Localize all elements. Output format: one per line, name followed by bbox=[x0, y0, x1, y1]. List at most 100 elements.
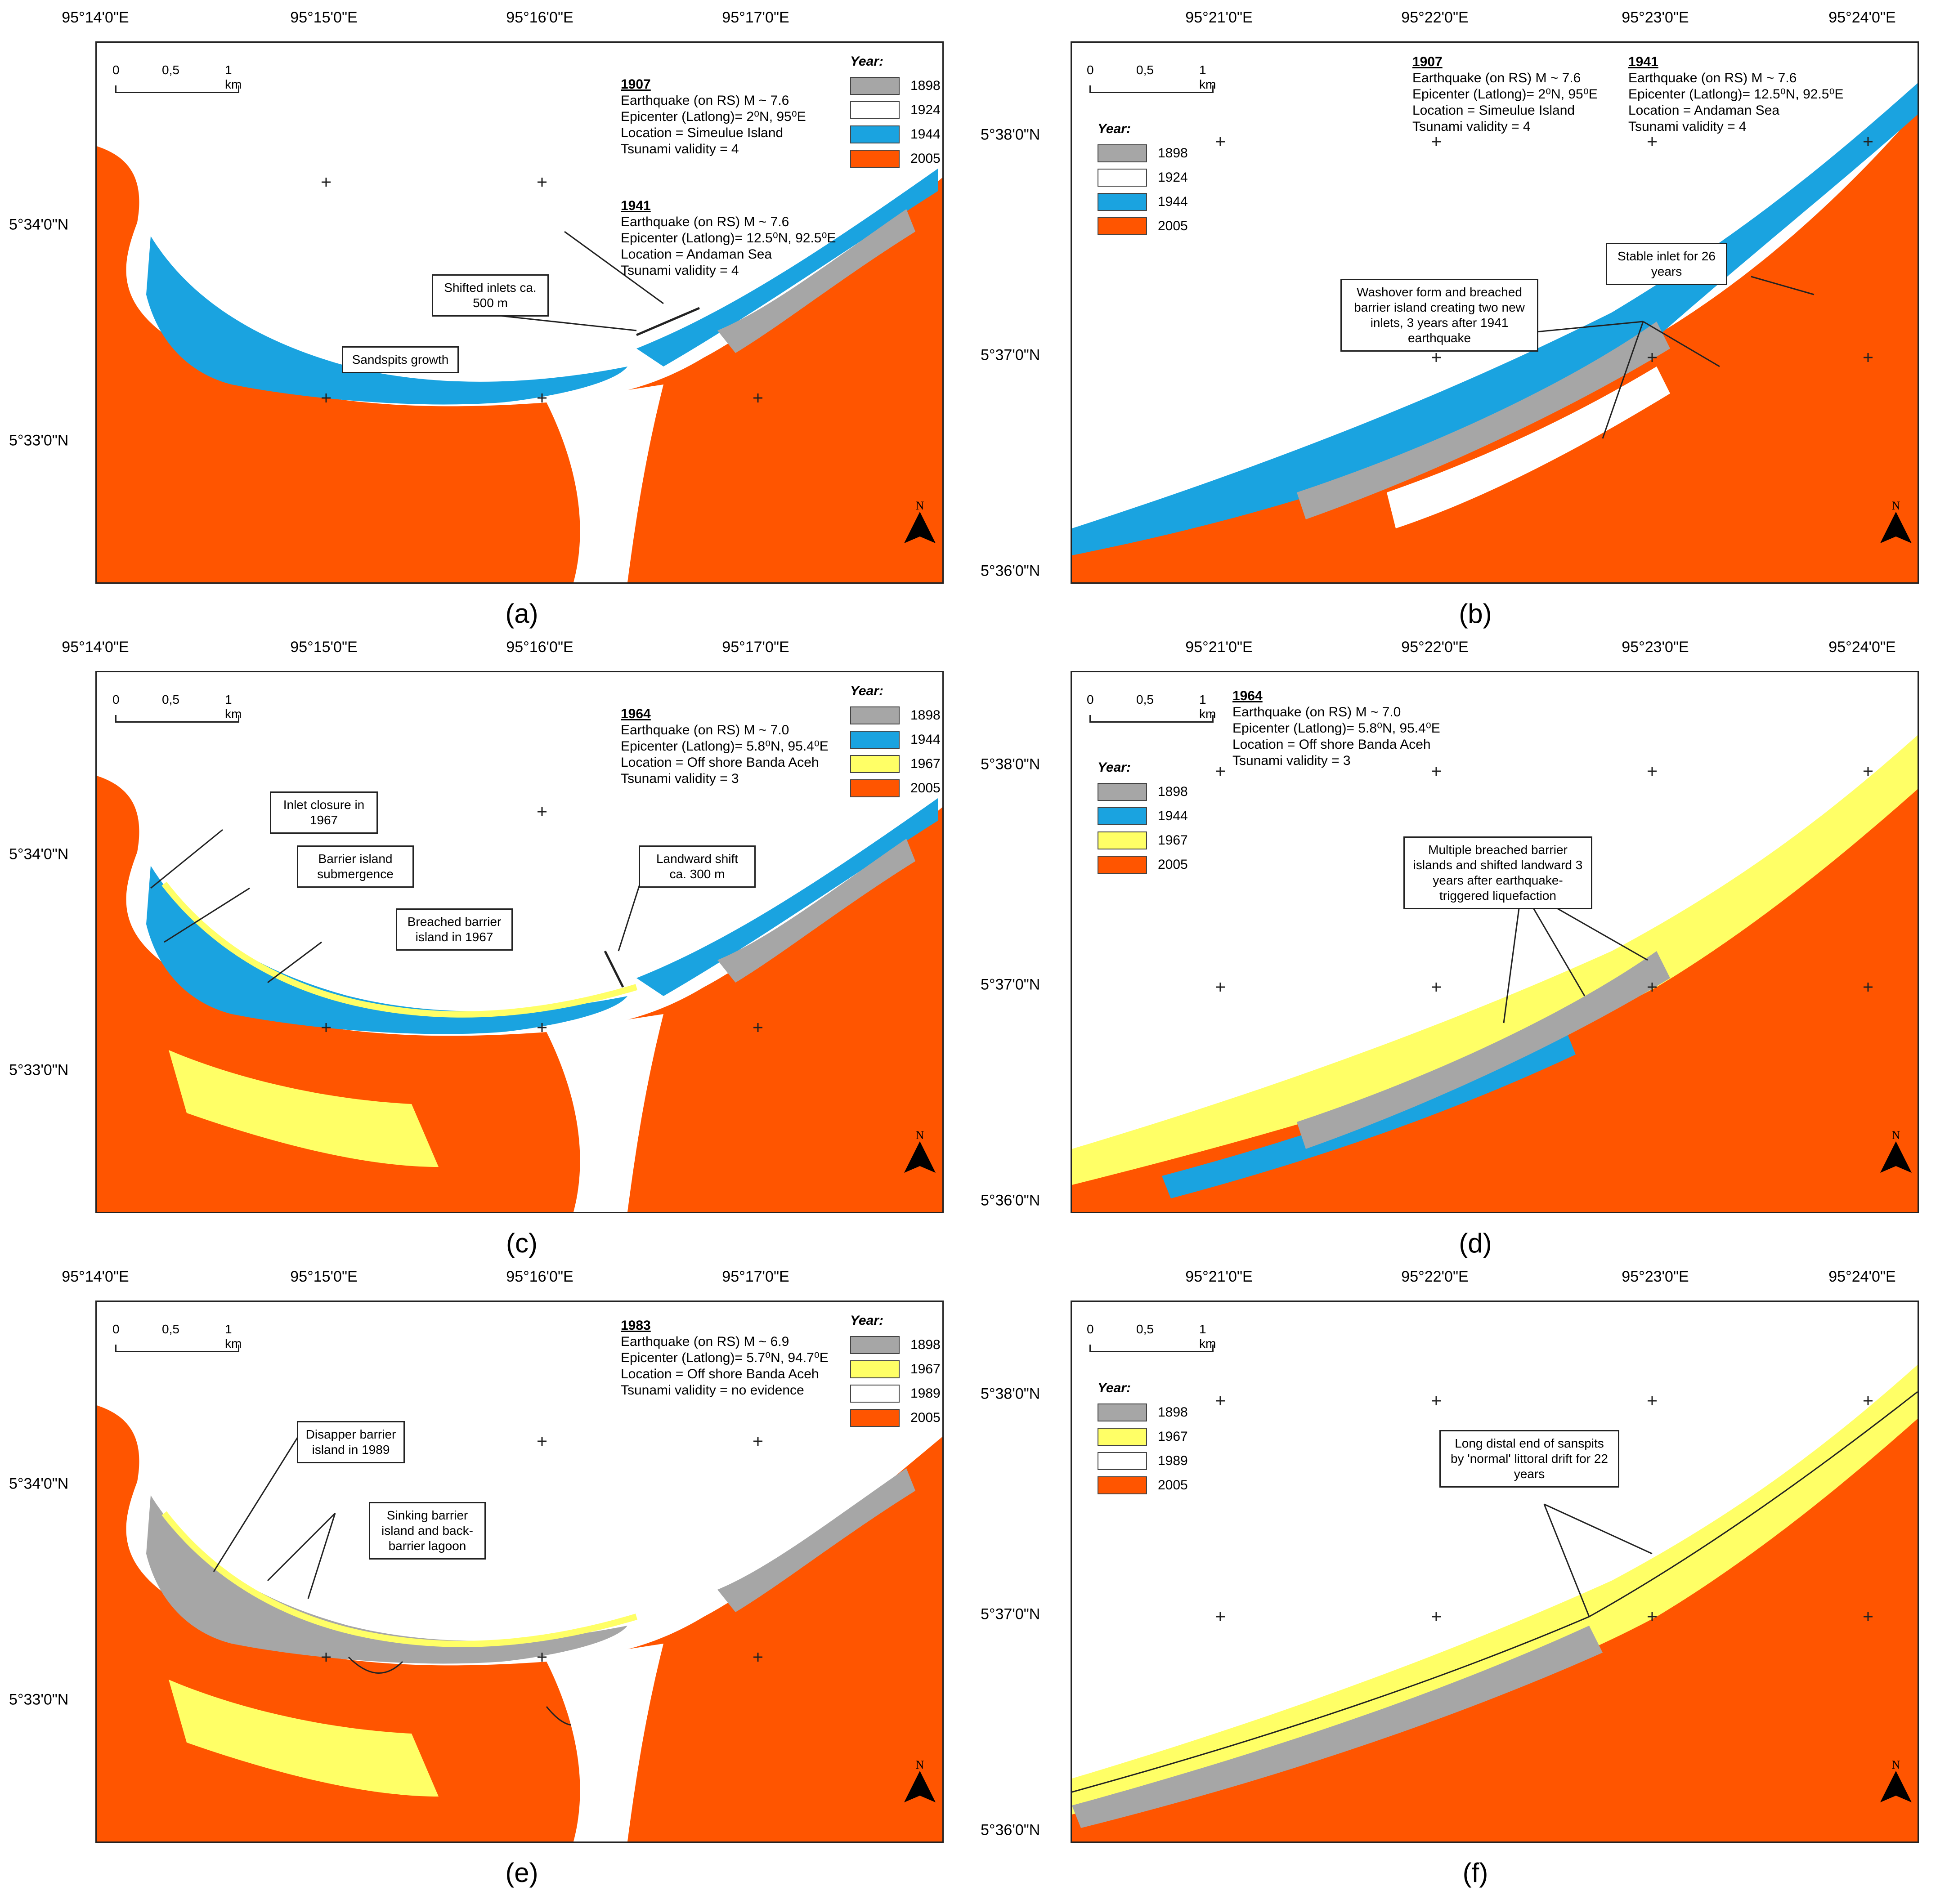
legend-item: 1924 bbox=[850, 98, 941, 122]
quake-year: 1964 bbox=[1232, 688, 1263, 703]
zone-1898 bbox=[717, 839, 915, 983]
quake-line: Earthquake (on RS) M ~ 7.6 bbox=[621, 93, 789, 108]
quake-line: Earthquake (on RS) M ~ 7.0 bbox=[621, 723, 789, 737]
legend-item: 1989 bbox=[850, 1381, 941, 1406]
zone-1898 bbox=[1297, 951, 1670, 1149]
map-graphic bbox=[1072, 735, 1918, 1212]
map-frame bbox=[1071, 671, 1919, 1213]
legend-item: 2005 bbox=[1098, 214, 1188, 238]
quake-info: 1964 Earthquake (on RS) M ~ 7.0 Epicente… bbox=[1232, 688, 1440, 769]
quake-line: Epicenter (Latlong)= 5.7⁰N, 94.7⁰E bbox=[621, 1350, 829, 1365]
legend-title: Year: bbox=[1098, 121, 1131, 136]
quake-line: Earthquake (on RS) M ~ 7.6 bbox=[1628, 71, 1797, 85]
quake-info: 1941 Earthquake (on RS) M ~ 7.6 Epicente… bbox=[1628, 54, 1844, 135]
quake-line: Earthquake (on RS) M ~ 6.9 bbox=[621, 1334, 789, 1349]
y-tick-label: 5°37'0"N bbox=[981, 1605, 1040, 1623]
panel-e: 95°14'0"E 95°15'0"E 95°16'0"E 95°17'0"E … bbox=[9, 1268, 945, 1898]
x-tick-label: 95°24'0"E bbox=[1828, 639, 1896, 656]
map-frame bbox=[95, 41, 944, 584]
panel-caption: (d) bbox=[1459, 1228, 1492, 1258]
quake-line: Tsunami validity = 4 bbox=[1628, 119, 1747, 134]
zone-1944-b bbox=[636, 169, 938, 366]
scale-zero: 0 bbox=[112, 1322, 120, 1336]
x-tick-label: 95°16'0"E bbox=[506, 1268, 574, 1285]
graticule-crosses bbox=[1216, 137, 1873, 362]
zone-1967 bbox=[1072, 735, 1918, 1185]
quake-year: 1941 bbox=[621, 198, 651, 213]
x-tick-label: 95°24'0"E bbox=[1828, 1268, 1896, 1285]
legend-item: 2005 bbox=[1098, 853, 1188, 877]
legend: Year: 1898 1967 1989 2005 bbox=[850, 1313, 941, 1430]
legend-title: Year: bbox=[850, 1313, 883, 1328]
north-arrow: N bbox=[1880, 499, 1912, 544]
scale-line bbox=[115, 85, 239, 93]
legend-item: 1898 bbox=[1098, 141, 1188, 165]
quake-line: Epicenter (Latlong)= 2⁰N, 95⁰E bbox=[1412, 87, 1598, 102]
quake-line: Tsunami validity = 3 bbox=[621, 771, 739, 786]
landward-shift-arrow bbox=[604, 950, 624, 988]
x-tick-label: 95°15'0"E bbox=[290, 639, 358, 656]
annotation-box: Stable inlet for 26 years bbox=[1606, 243, 1727, 285]
legend-item: 1898 bbox=[850, 74, 941, 98]
annotation-box: Sandspits growth bbox=[342, 346, 459, 373]
scale-zero: 0 bbox=[112, 63, 120, 77]
annotation-box: Inlet closure in 1967 bbox=[270, 791, 378, 834]
land-2005 bbox=[97, 146, 942, 582]
legend: Year: 1898 1924 1944 2005 bbox=[1098, 121, 1188, 238]
quake-year: 1983 bbox=[621, 1318, 651, 1333]
map-graphic bbox=[1072, 83, 1918, 582]
x-tick-label: 95°15'0"E bbox=[290, 1268, 358, 1285]
legend-item: 1898 bbox=[850, 1333, 941, 1357]
panel-caption: (b) bbox=[1459, 599, 1492, 629]
map-graphic bbox=[97, 146, 942, 582]
lagoon bbox=[1387, 366, 1670, 528]
scale-one: 1 km bbox=[225, 1322, 242, 1350]
legend-item: 1944 bbox=[850, 122, 941, 147]
y-tick-label: 5°36'0"N bbox=[981, 1821, 1040, 1839]
x-tick-label: 95°16'0"E bbox=[506, 9, 574, 26]
y-tick-label: 5°37'0"N bbox=[981, 346, 1040, 364]
x-tick-label: 95°24'0"E bbox=[1828, 9, 1896, 26]
y-tick-label: 5°34'0"N bbox=[9, 845, 69, 863]
legend-item: 1898 bbox=[1098, 780, 1188, 804]
y-tick-label: 5°38'0"N bbox=[981, 755, 1040, 773]
scale-half: 0,5 bbox=[1136, 693, 1154, 706]
y-tick-label: 5°37'0"N bbox=[981, 976, 1040, 993]
scale-zero: 0 bbox=[1087, 63, 1094, 77]
quake-line: Earthquake (on RS) M ~ 7.6 bbox=[1412, 71, 1581, 85]
quake-line: Tsunami validity = no evidence bbox=[621, 1383, 804, 1398]
x-tick-label: 95°14'0"E bbox=[62, 1268, 129, 1285]
legend-item: 1989 bbox=[1098, 1449, 1188, 1473]
outline-1989 bbox=[1072, 1391, 1918, 1793]
x-tick-label: 95°23'0"E bbox=[1622, 9, 1689, 26]
zone-1898 bbox=[717, 209, 915, 353]
legend: Year: 1898 1924 1944 2005 bbox=[850, 54, 941, 171]
y-tick-label: 5°36'0"N bbox=[981, 562, 1040, 580]
graticule-crosses bbox=[1216, 767, 1873, 992]
quake-info: 1907 Earthquake (on RS) M ~ 7.6 Epicente… bbox=[621, 76, 806, 157]
scale-line bbox=[115, 1345, 239, 1352]
scale-zero: 0 bbox=[1087, 1322, 1094, 1336]
y-tick-label: 5°33'0"N bbox=[9, 432, 69, 449]
scale-half: 0,5 bbox=[1136, 63, 1154, 77]
y-tick-label: 5°33'0"N bbox=[9, 1061, 69, 1079]
x-tick-label: 95°14'0"E bbox=[62, 639, 129, 656]
quake-line: Location = Simeulue Island bbox=[1412, 103, 1575, 118]
annotation-box: Shifted inlets ca. 500 m bbox=[432, 274, 549, 317]
panel-caption: (a) bbox=[505, 599, 538, 629]
x-tick-label: 95°22'0"E bbox=[1401, 1268, 1469, 1285]
quake-info: 1983 Earthquake (on RS) M ~ 6.9 Epicente… bbox=[621, 1318, 829, 1399]
scale-half: 0,5 bbox=[162, 1322, 179, 1336]
panel-d: 95°21'0"E 95°22'0"E 95°23'0"E 95°24'0"E … bbox=[981, 639, 1925, 1268]
note-leader bbox=[150, 829, 651, 983]
scale-half: 0,5 bbox=[162, 693, 179, 706]
legend-item: 1944 bbox=[1098, 804, 1188, 828]
north-arrow: N bbox=[904, 499, 936, 544]
barrier-1967 bbox=[161, 881, 638, 1018]
panel-f: 95°21'0"E 95°22'0"E 95°23'0"E 95°24'0"E … bbox=[981, 1268, 1925, 1898]
scale-zero: 0 bbox=[112, 693, 120, 706]
quake-line: Epicenter (Latlong)= 5.8⁰N, 95.4⁰E bbox=[1232, 721, 1440, 736]
quake-year: 1907 bbox=[1412, 54, 1443, 69]
quake-line: Location = Off shore Banda Aceh bbox=[621, 755, 819, 770]
zone-1944 bbox=[1072, 83, 1918, 555]
